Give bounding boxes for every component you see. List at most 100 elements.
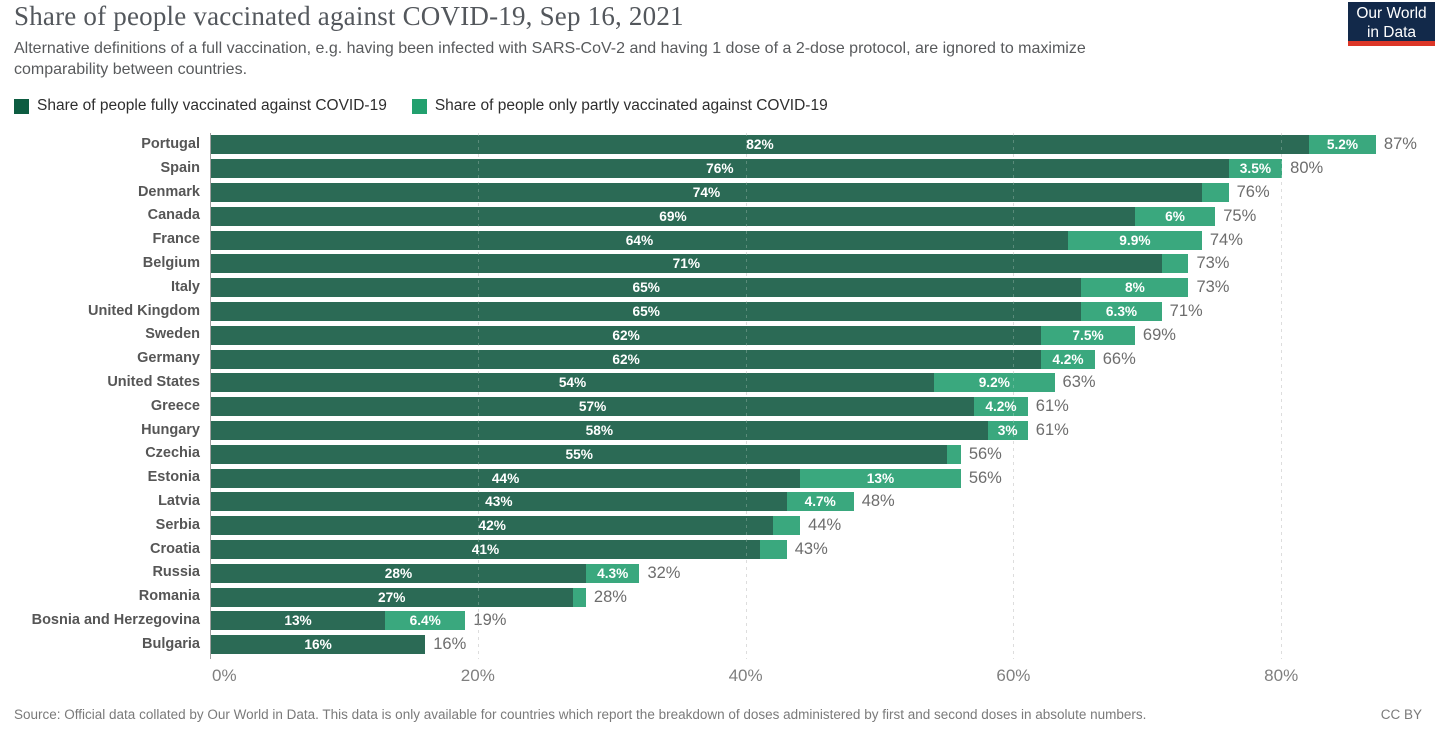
bar-segment-fully-vaccinated[interactable]: 42% xyxy=(211,516,774,536)
bar-segment-fully-vaccinated[interactable]: 54% xyxy=(211,373,935,393)
legend-item: Share of people only partly vaccinated a… xyxy=(411,97,828,115)
bar-value-partly: 7.5% xyxy=(1072,327,1104,343)
bar-segment-partly-vaccinated[interactable] xyxy=(773,516,801,536)
bar-total-label: 73% xyxy=(1196,254,1230,273)
bar-segment-partly-vaccinated[interactable]: 9.9% xyxy=(1067,230,1202,250)
bar-segment-fully-vaccinated[interactable]: 28% xyxy=(211,563,586,583)
bar-segment-partly-vaccinated[interactable] xyxy=(1161,254,1189,274)
bar-total-label: 32% xyxy=(647,563,681,582)
bar-track: 43% 4.7% 48% xyxy=(211,492,895,512)
bar-segment-partly-vaccinated[interactable]: 6.3% xyxy=(1081,301,1162,321)
bar-total-label: 19% xyxy=(473,611,507,630)
bar-value-fully: 28% xyxy=(384,565,413,581)
bar-segment-fully-vaccinated[interactable]: 62% xyxy=(211,325,1042,345)
bar-segment-partly-vaccinated[interactable]: 9.2% xyxy=(934,373,1055,393)
bar-row: Belgium 71% 73% xyxy=(0,252,1436,276)
x-axis: 0% 20% 40% 60% 80% xyxy=(0,666,1436,688)
bar-value-fully: 44% xyxy=(491,470,520,486)
bar-value-partly: 13% xyxy=(866,470,895,486)
x-tick-label: 80% xyxy=(1264,666,1299,685)
bar-segment-partly-vaccinated[interactable]: 4.2% xyxy=(1041,349,1095,369)
bar-total-label: 80% xyxy=(1290,159,1324,178)
bar-segment-fully-vaccinated[interactable]: 76% xyxy=(211,159,1229,179)
bar-segment-fully-vaccinated[interactable]: 65% xyxy=(211,278,1082,298)
bar-row: Croatia 41% 43% xyxy=(0,538,1436,562)
bar-value-partly: 6.3% xyxy=(1105,303,1138,319)
bar-segment-fully-vaccinated[interactable]: 13% xyxy=(211,611,386,631)
bar-segment-partly-vaccinated[interactable] xyxy=(947,444,961,464)
country-label: United Kingdom xyxy=(88,302,200,319)
bar-track: 13% 6.4% 19% xyxy=(211,611,507,631)
bar-segment-partly-vaccinated[interactable]: 4.3% xyxy=(585,563,640,583)
bar-segment-partly-vaccinated[interactable] xyxy=(759,539,787,559)
bar-segment-fully-vaccinated[interactable]: 27% xyxy=(211,587,573,607)
legend-item: Share of people fully vaccinated against… xyxy=(14,97,387,115)
bar-segment-partly-vaccinated[interactable]: 8% xyxy=(1081,278,1189,298)
bar-track: 65% 6.3% 71% xyxy=(211,301,1203,321)
legend-swatch-icon xyxy=(411,98,427,114)
bar-track: 58% 3% 61% xyxy=(211,420,1069,440)
bar-track: 71% 73% xyxy=(211,254,1230,274)
bar-value-partly: 4.7% xyxy=(804,494,836,510)
bar-segment-partly-vaccinated[interactable]: 13% xyxy=(800,468,961,488)
bar-segment-fully-vaccinated[interactable]: 74% xyxy=(211,182,1202,202)
bar-row: Bosnia and Herzegovina 13% 6.4% 19% xyxy=(0,609,1436,633)
bar-segment-fully-vaccinated[interactable]: 82% xyxy=(211,135,1309,155)
bar-row: Greece 57% 4.2% 61% xyxy=(0,395,1436,419)
bar-value-partly: 9.9% xyxy=(1119,232,1151,248)
bar-row: Bulgaria 16% 16% xyxy=(0,633,1436,657)
bar-value-partly: 4.3% xyxy=(597,565,629,581)
bar-segment-fully-vaccinated[interactable]: 57% xyxy=(211,397,975,417)
bar-segment-fully-vaccinated[interactable]: 44% xyxy=(211,468,801,488)
bar-segment-fully-vaccinated[interactable]: 16% xyxy=(211,635,426,655)
bar-value-fully: 62% xyxy=(612,351,640,367)
bar-segment-partly-vaccinated[interactable] xyxy=(1201,182,1229,202)
bar-segment-fully-vaccinated[interactable]: 65% xyxy=(211,301,1082,321)
license-link[interactable]: CC BY xyxy=(1380,707,1422,722)
bar-row: Hungary 58% 3% 61% xyxy=(0,419,1436,443)
gridline xyxy=(745,133,747,659)
bar-segment-fully-vaccinated[interactable]: 43% xyxy=(211,492,787,512)
gridline xyxy=(477,133,479,659)
bar-row: Czechia 55% 56% xyxy=(0,442,1436,466)
bar-segment-fully-vaccinated[interactable]: 58% xyxy=(211,420,988,440)
country-label: Bosnia and Herzegovina xyxy=(31,611,200,628)
bar-segment-fully-vaccinated[interactable]: 69% xyxy=(211,206,1135,226)
country-label: Greece xyxy=(150,397,200,414)
country-label: Hungary xyxy=(141,421,200,438)
bar-value-fully: 43% xyxy=(485,494,513,510)
bar-segment-fully-vaccinated[interactable]: 55% xyxy=(211,444,948,464)
bar-segment-partly-vaccinated[interactable]: 6% xyxy=(1134,206,1216,226)
bar-segment-partly-vaccinated[interactable]: 7.5% xyxy=(1041,325,1135,345)
bar-segment-partly-vaccinated[interactable] xyxy=(572,587,586,607)
bar-segment-partly-vaccinated[interactable]: 4.7% xyxy=(786,492,854,512)
legend-item-label: Share of people only partly vaccinated a… xyxy=(434,97,828,114)
bar-segment-fully-vaccinated[interactable]: 41% xyxy=(211,539,760,559)
bar-row: Canada 69% 6% 75% xyxy=(0,204,1436,228)
bar-segment-fully-vaccinated[interactable]: 71% xyxy=(211,254,1162,274)
owid-logo-line2: in Data xyxy=(1366,24,1417,41)
country-label: Romania xyxy=(138,588,200,605)
bar-segment-fully-vaccinated[interactable]: 62% xyxy=(211,349,1042,369)
owid-logo[interactable]: Our World in Data xyxy=(1348,2,1435,46)
bar-value-fully: 27% xyxy=(378,589,406,605)
bar-segment-partly-vaccinated[interactable]: 3.5% xyxy=(1228,159,1283,179)
bar-total-label: 76% xyxy=(1236,182,1270,201)
bar-segment-partly-vaccinated[interactable]: 4.2% xyxy=(974,397,1028,417)
bar-segment-fully-vaccinated[interactable]: 64% xyxy=(211,230,1068,250)
bar-segment-partly-vaccinated[interactable]: 5.2% xyxy=(1308,135,1376,155)
bar-total-label: 48% xyxy=(861,492,895,511)
x-tick-label: 0% xyxy=(212,666,237,685)
bar-value-fully: 54% xyxy=(558,375,587,391)
chart-subtitle: Alternative definitions of a full vaccin… xyxy=(14,40,1086,78)
bar-segment-partly-vaccinated[interactable]: 3% xyxy=(987,420,1028,440)
bar-total-label: 28% xyxy=(593,587,627,606)
gridline xyxy=(1281,133,1283,659)
bar-track: 74% 76% xyxy=(211,182,1270,202)
bar-track: 82% 5.2% 87% xyxy=(211,135,1417,155)
owid-logo-line1: Our World xyxy=(1356,5,1427,22)
bar-value-fully: 65% xyxy=(632,303,660,319)
bar-segment-partly-vaccinated[interactable]: 6.4% xyxy=(385,611,466,631)
bar-value-fully: 42% xyxy=(478,518,506,534)
bar-value-partly: 3% xyxy=(997,422,1018,438)
